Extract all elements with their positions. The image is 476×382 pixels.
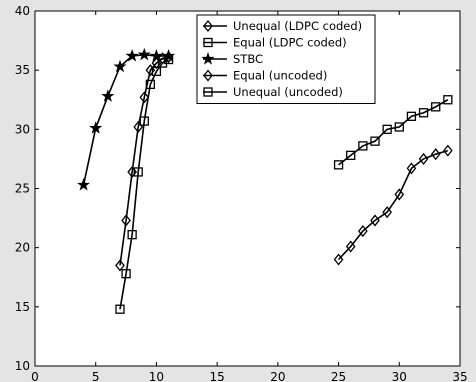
- data-point-diamond: [382, 206, 392, 219]
- data-point-square: [431, 102, 441, 112]
- y-tick-label: 20: [15, 241, 30, 255]
- data-point-square: [127, 229, 137, 240]
- series-4: [333, 95, 453, 170]
- legend-marker: [203, 37, 213, 48]
- data-point-square: [139, 116, 149, 126]
- data-point-diamond: [121, 214, 131, 227]
- y-tick-label: 15: [15, 300, 30, 314]
- y-tick-label: 25: [15, 182, 30, 196]
- x-tick-label: 25: [331, 370, 346, 382]
- series-line: [338, 99, 449, 166]
- legend-item: Unequal (LDPC coded): [203, 19, 362, 33]
- data-point-square: [370, 136, 380, 146]
- data-point-diamond: [406, 162, 417, 175]
- data-point-star: [89, 121, 103, 134]
- x-tick-label: 15: [210, 370, 225, 382]
- data-point-diamond: [418, 152, 429, 165]
- data-point-star: [77, 178, 91, 191]
- legend-item: STBC: [201, 52, 263, 66]
- y-tick-label: 30: [15, 122, 30, 136]
- legend-label: STBC: [233, 52, 263, 66]
- x-tick-label: 0: [31, 370, 39, 382]
- x-tick-label: 5: [92, 370, 100, 382]
- data-point-star: [125, 49, 139, 62]
- legend-label: Unequal (LDPC coded): [233, 19, 362, 33]
- data-point-star: [162, 49, 176, 62]
- x-tick-label: 20: [270, 370, 285, 382]
- legend-marker: [203, 69, 213, 82]
- y-tick-label: 10: [15, 359, 30, 373]
- x-tick-label: 30: [392, 370, 407, 382]
- data-point-square: [115, 304, 125, 314]
- legend-item: Equal (LDPC coded): [203, 36, 347, 50]
- legend-item: Equal (uncoded): [203, 69, 327, 83]
- data-point-star: [137, 47, 151, 61]
- data-point-diamond: [115, 259, 125, 272]
- legend-label: Equal (uncoded): [233, 69, 327, 83]
- data-point-square: [346, 150, 356, 161]
- y-tick-label: 40: [15, 4, 30, 18]
- data-point-square: [145, 79, 156, 90]
- data-point-square: [358, 141, 368, 151]
- data-point-star: [149, 49, 163, 62]
- data-point-square: [151, 66, 162, 76]
- data-point-square: [121, 269, 131, 279]
- legend-marker: [203, 87, 213, 97]
- x-tick-label: 35: [452, 370, 467, 382]
- series-layer: [77, 47, 453, 314]
- data-point-square: [382, 124, 392, 134]
- legend-label: Equal (LDPC coded): [233, 36, 347, 50]
- axes: 0 5 10 15 20 25 30 35 10 15 20 25 30 35 40: [15, 4, 468, 382]
- data-point-square: [394, 122, 404, 132]
- series-line: [337, 149, 449, 261]
- data-point-diamond: [139, 91, 150, 104]
- data-point-square: [443, 95, 453, 105]
- legend-item: Unequal (uncoded): [203, 85, 343, 99]
- series-3: [333, 144, 453, 266]
- data-point-diamond: [394, 188, 405, 201]
- data-point-diamond: [430, 148, 441, 161]
- data-point-star: [113, 59, 127, 73]
- data-point-diamond: [370, 214, 380, 227]
- data-point-square: [133, 167, 143, 177]
- data-point-diamond: [443, 144, 453, 157]
- legend: Unequal (LDPC coded) Equal (LDPC coded) ST…: [196, 14, 376, 104]
- data-point-diamond: [333, 253, 344, 266]
- legend-label: Unequal (uncoded): [233, 85, 343, 99]
- data-point-square: [333, 160, 344, 170]
- data-point-diamond: [345, 240, 356, 253]
- x-tick-label: 10: [149, 370, 164, 382]
- legend-marker: [203, 19, 213, 33]
- y-tick-label: 35: [15, 63, 30, 77]
- legend-marker: [201, 52, 215, 65]
- data-point-square: [406, 111, 417, 121]
- data-point-diamond: [358, 225, 368, 238]
- series-2: [77, 47, 176, 191]
- data-point-star: [101, 89, 115, 102]
- series-line: [119, 58, 169, 310]
- data-point-square: [418, 108, 429, 118]
